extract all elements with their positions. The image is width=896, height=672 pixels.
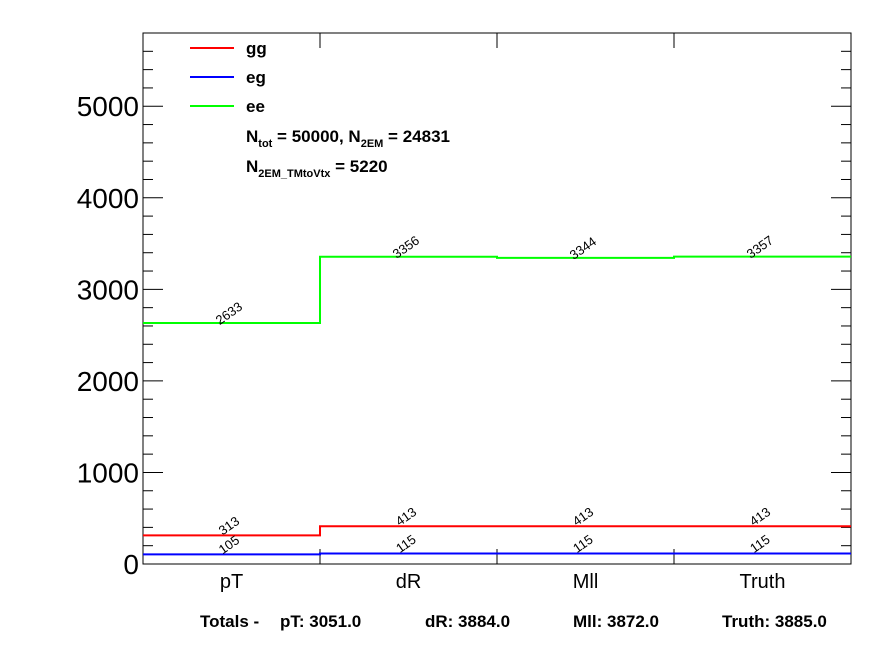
data-label-gg: 313	[216, 513, 242, 538]
data-label-gg: 413	[393, 504, 419, 529]
x-tick-label: Mll	[573, 571, 599, 593]
series-eg-line	[143, 552, 851, 556]
series-ee-line	[143, 255, 851, 324]
totals-truth: Truth: 3885.0	[722, 612, 827, 631]
data-label-eg: 115	[570, 532, 596, 556]
y-tick-label: 0	[123, 549, 139, 580]
x-tick-label: pT	[220, 571, 243, 593]
y-tick-label: 1000	[77, 457, 139, 488]
x-tick-label: Truth	[740, 571, 786, 593]
totals-mll: Mll: 3872.0	[573, 612, 659, 631]
legend-ee-label: ee	[246, 97, 265, 116]
y-tick-label: 4000	[77, 183, 139, 214]
legend-eg-label: eg	[246, 68, 266, 87]
legend: gg eg ee Ntot = 50000, N2EM = 24831 N2EM_TMt…	[190, 39, 450, 180]
data-label-gg: 413	[747, 504, 773, 529]
annotation-ntot: Ntot = 50000, N2EM = 24831	[246, 127, 450, 150]
axes: 0 1000 2000 3000 4000 5000 pT dR Mll Truth	[77, 32, 852, 593]
series-gg-line	[143, 525, 851, 537]
y-tick-label: 5000	[77, 91, 139, 122]
legend-gg-label: gg	[246, 39, 267, 58]
x-tick-label: dR	[396, 571, 422, 593]
data-label-eg: 115	[393, 532, 419, 556]
data-label-gg: 413	[570, 504, 596, 529]
data-label-eg: 115	[747, 532, 773, 556]
totals-pt: pT: 3051.0	[280, 612, 362, 631]
y-tick-label: 2000	[77, 366, 139, 397]
y-tick-label: 3000	[77, 274, 139, 305]
series-layer	[143, 255, 851, 556]
totals-prefix: Totals -	[200, 612, 260, 631]
totals-dr: dR: 3884.0	[425, 612, 511, 631]
annotation-tm: N2EM_TMtoVtx = 5220	[246, 157, 388, 180]
